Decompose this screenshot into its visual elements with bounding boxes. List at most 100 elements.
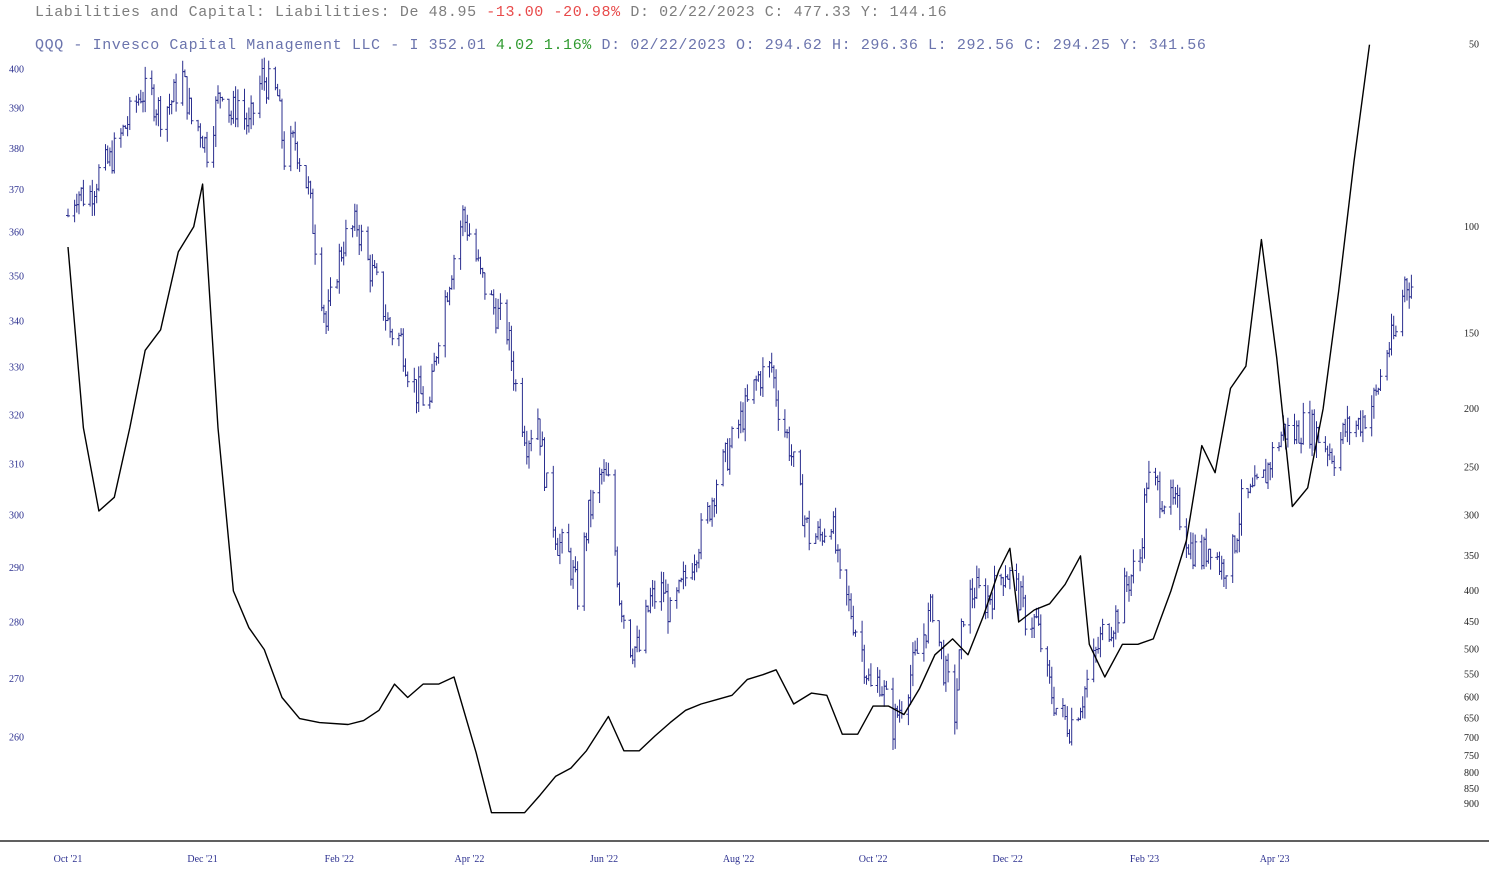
price-bar — [613, 469, 618, 556]
price-bar — [205, 131, 209, 168]
price-bar — [1378, 369, 1383, 391]
price-bar — [182, 69, 187, 78]
price-bar — [390, 328, 395, 346]
price-bar — [683, 564, 688, 587]
legend-high: 296.36 — [860, 37, 919, 54]
price-bar — [403, 358, 408, 377]
price-bar — [1285, 417, 1290, 448]
price-bar — [586, 499, 591, 544]
price-bar — [156, 97, 161, 127]
price-bar — [1191, 532, 1195, 570]
legend-change-pct: 1.16% — [543, 37, 592, 54]
price-bar — [1188, 532, 1193, 560]
price-bar — [216, 85, 220, 104]
price-bar — [723, 442, 728, 463]
price-bar — [877, 669, 882, 697]
price-bar — [482, 272, 487, 300]
price-bar — [1063, 704, 1068, 720]
left-tick-label: 360 — [9, 228, 24, 239]
right-tick-label: 750 — [1464, 751, 1479, 762]
price-bar — [1347, 416, 1352, 445]
legend-change-pct: -20.98% — [553, 4, 621, 21]
price-bar — [538, 418, 543, 456]
price-bar — [1374, 384, 1379, 396]
price-bar — [1369, 395, 1374, 437]
x-tick-label: Apr '23 — [1260, 854, 1290, 865]
price-bar — [822, 528, 827, 543]
legend-value: 48.95 — [428, 4, 477, 21]
left-tick-label: 380 — [9, 144, 24, 155]
price-bar — [1230, 534, 1235, 583]
price-bar — [1255, 473, 1259, 480]
price-bar — [1142, 488, 1147, 559]
left-tick-label: 310 — [9, 460, 24, 471]
price-bar — [767, 361, 772, 378]
price-bar — [597, 467, 602, 503]
right-tick-label: 500 — [1464, 645, 1479, 656]
price-bar — [1175, 484, 1180, 508]
price-bar — [154, 109, 159, 126]
price-bar — [136, 93, 141, 106]
price-bar — [399, 328, 404, 337]
price-bar — [405, 371, 410, 388]
right-tick-label: 300 — [1464, 510, 1479, 521]
legend-date-label: D: — [601, 37, 621, 54]
right-tick-label: 50 — [1469, 40, 1479, 51]
price-bar — [1146, 460, 1151, 490]
right-tick-label: 900 — [1464, 799, 1479, 810]
price-bar — [324, 311, 329, 334]
price-bar — [1049, 666, 1054, 705]
price-bar — [143, 66, 148, 113]
price-bar — [110, 140, 115, 174]
right-tick-label: 100 — [1464, 222, 1479, 233]
price-bar — [335, 279, 340, 289]
price-bar — [884, 680, 889, 690]
legend-high-label: H: — [832, 37, 852, 54]
right-tick-label: 550 — [1464, 670, 1479, 681]
price-bar — [756, 371, 761, 382]
price-bar — [1162, 505, 1167, 515]
x-tick-label: Feb '23 — [1130, 854, 1159, 865]
price-bar — [1038, 614, 1043, 653]
price-bar — [134, 95, 139, 113]
legend-change: 4.02 — [495, 37, 535, 54]
price-bar — [1173, 487, 1178, 505]
price-bar — [141, 91, 145, 113]
price-bar — [1047, 660, 1052, 684]
price-bar — [282, 131, 287, 170]
price-bar — [1239, 479, 1244, 536]
price-bar — [1085, 669, 1090, 698]
price-bar — [505, 299, 509, 345]
left-tick-label: 260 — [9, 732, 24, 743]
price-bar — [1266, 462, 1270, 489]
price-bar — [1206, 548, 1211, 564]
price-bar — [105, 145, 110, 164]
price-bar — [227, 98, 231, 123]
price-bar — [1310, 409, 1315, 457]
price-bar — [741, 402, 745, 433]
legend-open: 294.62 — [764, 37, 823, 54]
price-bar — [1096, 636, 1101, 654]
price-bar — [1385, 350, 1390, 381]
price-bar — [196, 119, 201, 132]
price-bar — [370, 254, 375, 287]
price-bar — [677, 579, 681, 594]
price-bar — [648, 587, 653, 614]
price-bar — [319, 247, 324, 312]
price-bar — [632, 646, 637, 668]
left-tick-label: 340 — [9, 316, 24, 327]
price-bar — [730, 426, 734, 449]
price-bar — [1343, 418, 1348, 437]
price-bar — [568, 547, 573, 586]
price-bar — [977, 568, 981, 589]
price-bar — [66, 208, 70, 218]
price-bar — [789, 444, 794, 466]
price-bar — [1177, 487, 1182, 531]
price-bar — [910, 642, 915, 687]
price-bar — [1345, 405, 1350, 443]
price-bar — [293, 121, 298, 151]
price-bar — [152, 84, 156, 122]
legend-date: 02/22/2023 — [630, 37, 727, 54]
price-bar — [79, 187, 84, 202]
price-bar — [1354, 420, 1359, 438]
